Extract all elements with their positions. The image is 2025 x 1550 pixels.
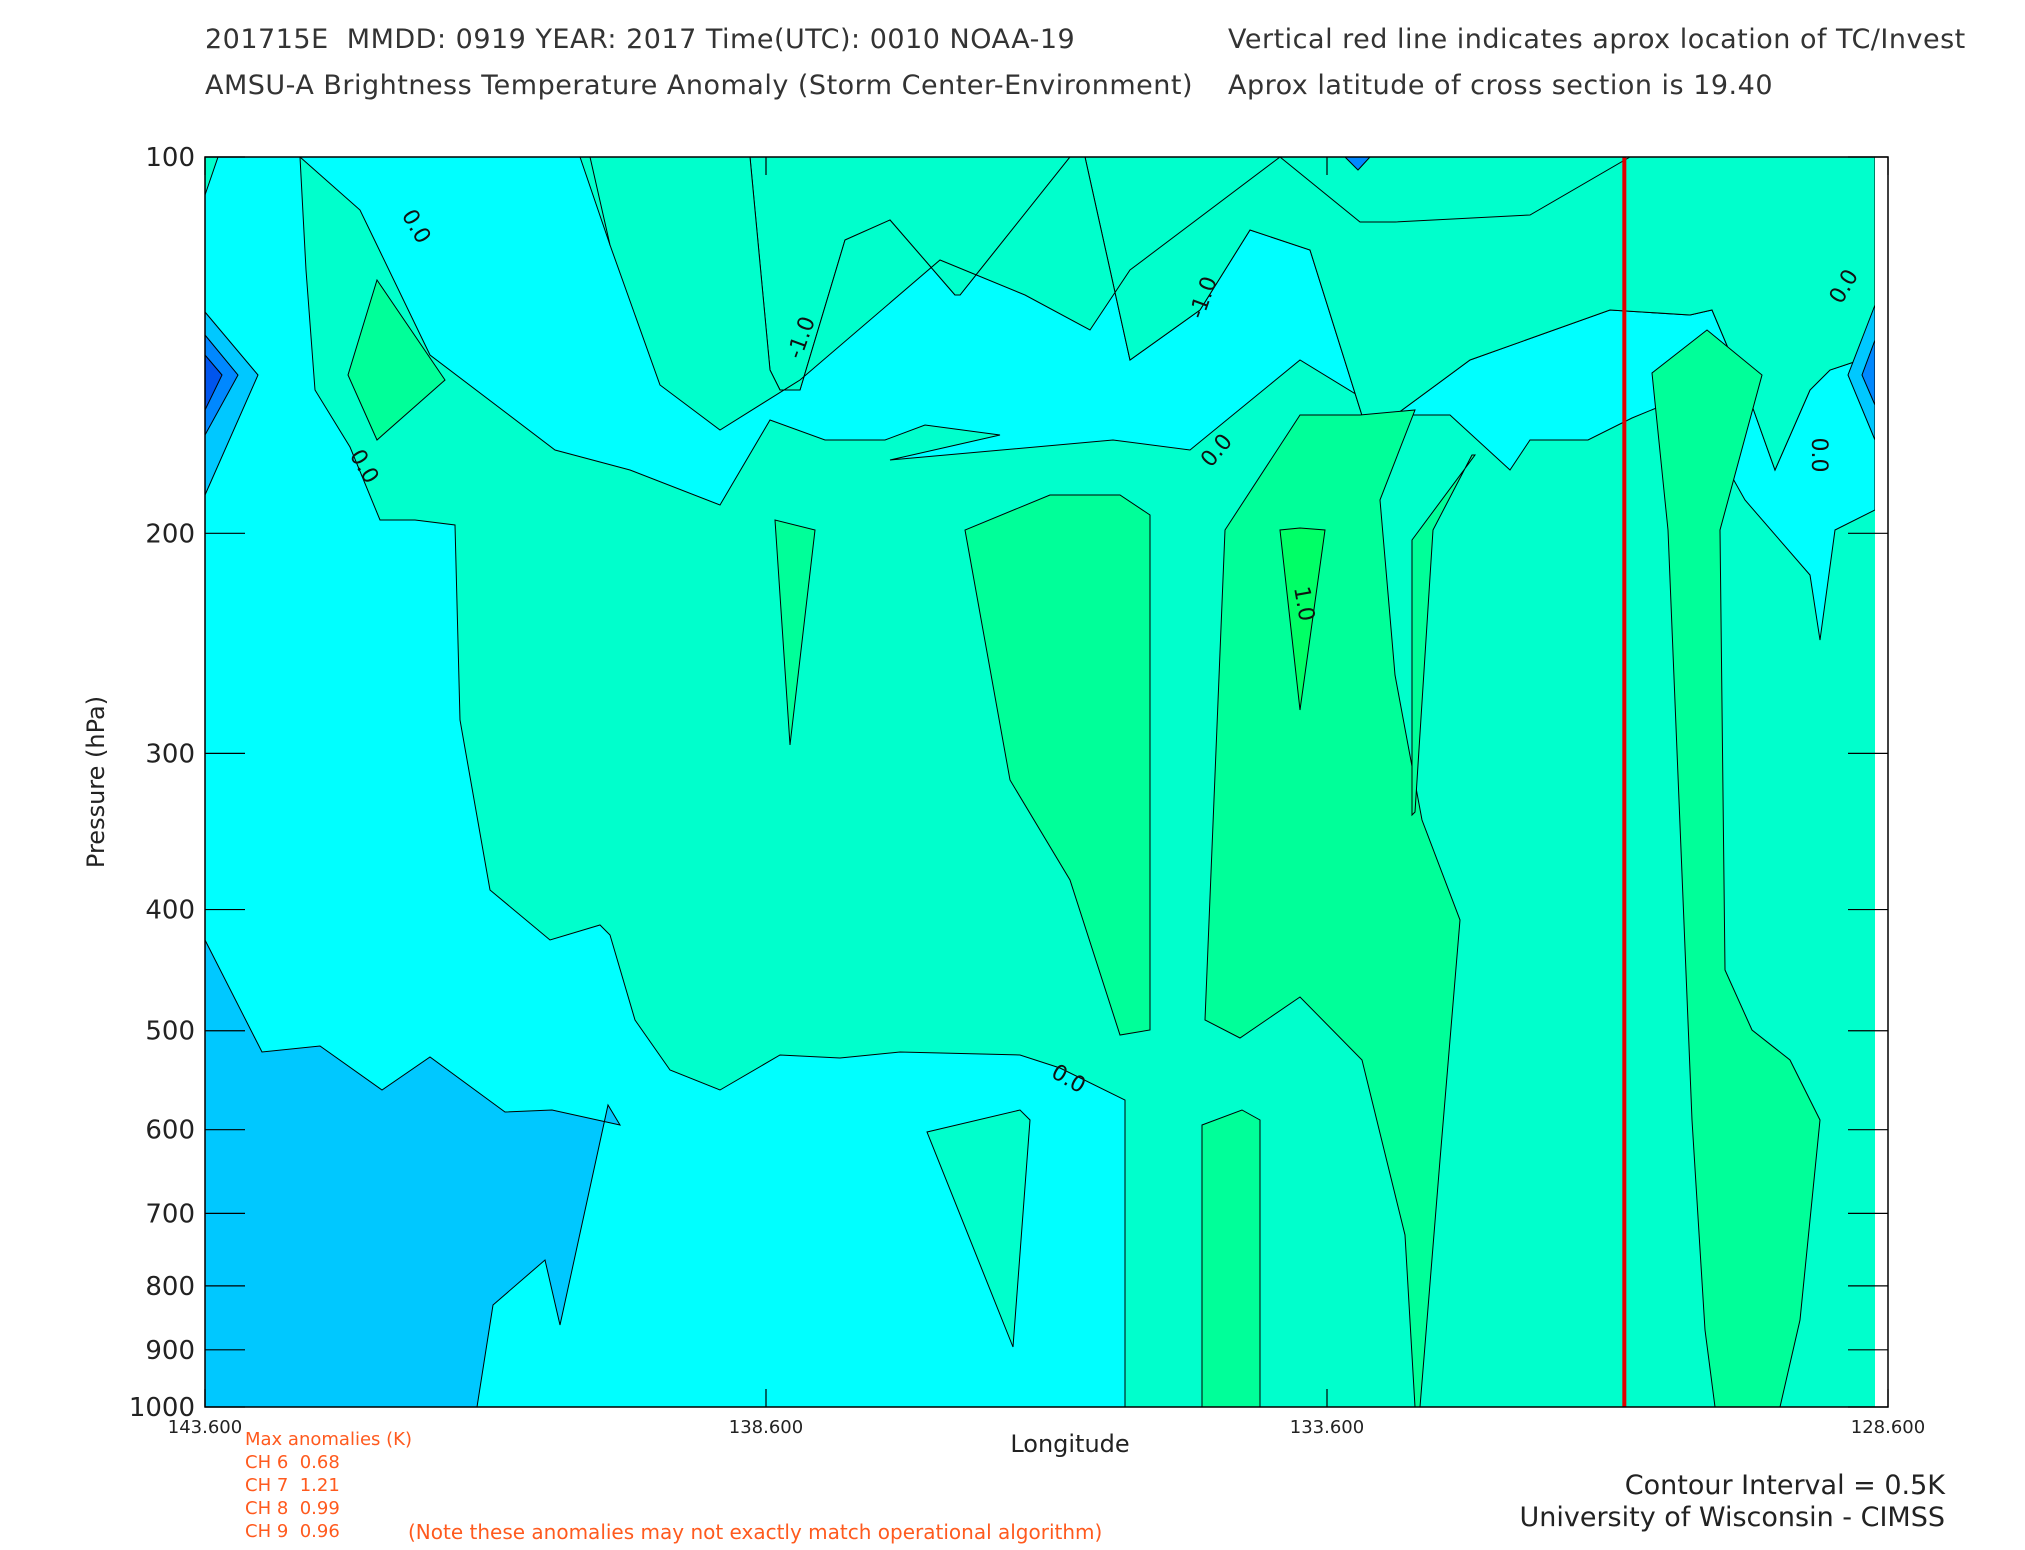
header-line1-right: Vertical red line indicates aprox locati… [1228,24,1966,55]
y-tick-label: 900 [145,1336,195,1366]
plot-frame [204,156,1889,1408]
fill-lower-green-right [1201,1109,1261,1408]
fill-blue-lower-left [204,939,622,1408]
x-tick-label: 138.600 [729,1417,803,1438]
contour-fills [204,156,1888,1408]
credits: Contour Interval = 0.5K University of Wi… [1519,1470,1945,1534]
y-tick-label: 300 [145,739,195,769]
x-ticks: 143.600 138.600 133.600 128.600 [168,157,1925,1438]
x-tick-label: 143.600 [168,1417,242,1438]
fill-right-strip [1875,157,1888,1407]
x-axis-label: Longitude [1010,1430,1129,1458]
y-tick-label: 800 [145,1272,195,1302]
y-axis-label: Pressure (hPa) [82,696,110,868]
y-tick-label: 700 [145,1199,195,1229]
header-line2-right: Aprox latitude of cross section is 19.40 [1228,70,1773,101]
y-tick-label: 500 [145,1017,195,1047]
fill-bubble-right2 [1411,454,1476,817]
fill-peak-center [1279,527,1326,711]
institution: University of Wisconsin - CIMSS [1519,1502,1945,1533]
fill-bubble-mid [964,494,1151,1036]
header-line2-left: AMSU-A Brightness Temperature Anomaly (S… [205,70,1194,101]
y-ticks: 100 200 300 400 500 600 700 800 900 1000 [129,143,1888,1423]
fill-lower-green [926,1109,1031,1348]
max-anomalies-title: Max anomalies (K) [245,1429,412,1450]
x-tick-label: 133.600 [1290,1417,1364,1438]
max-anomalies-note: (Note these anomalies may not exactly ma… [408,1520,1103,1544]
fill-upper-green [589,156,1876,472]
max-anomalies-rows: CH 6 0.68 CH 7 1.21 CH 8 0.99 CH 9 0.96 [245,1451,412,1543]
max-anomaly-row: CH 7 1.21 [245,1475,340,1496]
y-tick-label: 600 [145,1116,195,1146]
fill-bubble-upper-left [347,278,446,441]
header-line1-left: 201715E MMDD: 0919 YEAR: 2017 Time(UTC):… [205,24,1076,55]
max-anomaly-row: CH 9 0.96 [245,1521,340,1542]
max-anomaly-row: CH 8 0.99 [245,1498,340,1519]
x-tick-label: 128.600 [1851,1417,1925,1438]
y-tick-label: 1000 [129,1393,195,1423]
y-tick-label: 100 [145,143,195,173]
y-tick-label: 200 [145,519,195,549]
max-anomalies-box: Max anomalies (K) CH 6 0.68 CH 7 1.21 CH 8… [245,1428,412,1543]
y-tick-label: 400 [145,896,195,926]
contour-label: 1.0 [1288,584,1319,623]
contour-label: 0.0 [1806,438,1831,473]
fill-bubble-mid-left [774,519,816,746]
fill-bubble-far-right [1651,329,1821,1408]
contour-interval: Contour Interval = 0.5K [1624,1470,1945,1501]
max-anomaly-row: CH 6 0.68 [245,1452,340,1473]
